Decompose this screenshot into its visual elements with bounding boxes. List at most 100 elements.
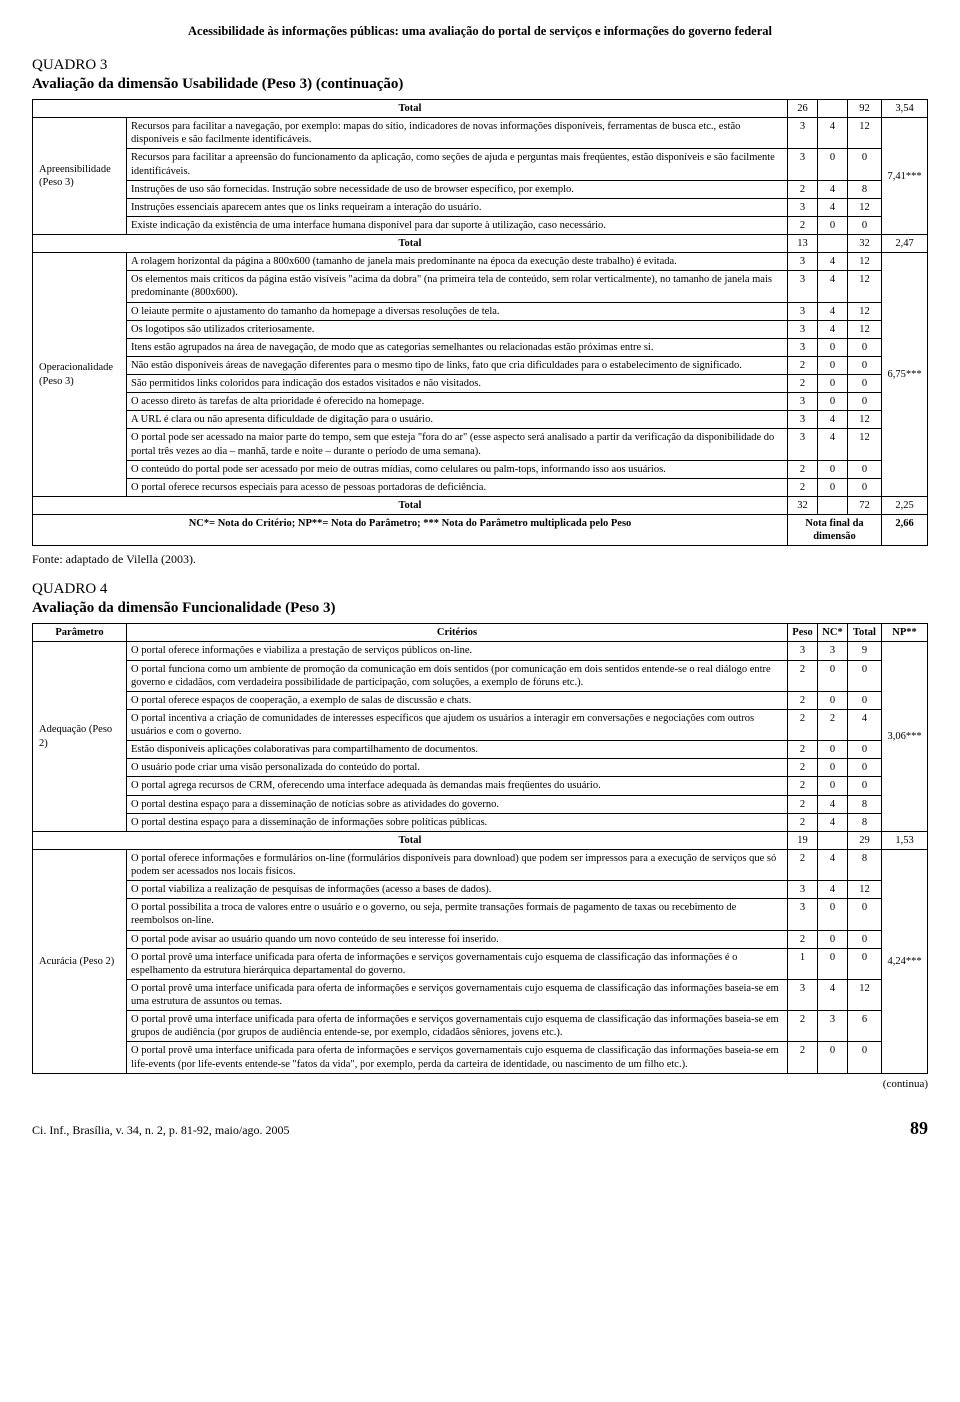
- criterion: São permitidos links coloridos para indi…: [127, 375, 788, 393]
- criterion: O portal pode ser acessado na maior part…: [127, 429, 788, 460]
- nc: 0: [818, 149, 848, 180]
- nc: 0: [818, 899, 848, 930]
- peso: 3: [788, 320, 818, 338]
- criterion: O conteúdo do portal pode ser acessado p…: [127, 460, 788, 478]
- table-row: O portal provê uma interface unificada p…: [33, 1011, 928, 1042]
- table-row: Não estão disponíveis áreas de navegação…: [33, 356, 928, 374]
- nc: 0: [818, 930, 848, 948]
- criterion: A URL é clara ou não apresenta dificulda…: [127, 411, 788, 429]
- table-row: Apreensibilidade (Peso 3) Recursos para …: [33, 118, 928, 149]
- nc: 4: [818, 429, 848, 460]
- total: 8: [848, 849, 882, 880]
- total: 12: [848, 253, 882, 271]
- peso: 3: [788, 149, 818, 180]
- table-row: Recursos para facilitar a apreensão do f…: [33, 149, 928, 180]
- table-row: Instruções essenciais aparecem antes que…: [33, 198, 928, 216]
- table-row: O portal possibilita a troca de valores …: [33, 899, 928, 930]
- footer: Ci. Inf., Brasília, v. 34, n. 2, p. 81-9…: [32, 1118, 928, 1139]
- criterion: Itens estão agrupados na área de navegaç…: [127, 338, 788, 356]
- total: 0: [848, 216, 882, 234]
- peso: 2: [788, 849, 818, 880]
- peso: 2: [788, 777, 818, 795]
- table-row: O portal viabiliza a realização de pesqu…: [33, 881, 928, 899]
- criterion: O leiaute permite o ajustamento do taman…: [127, 302, 788, 320]
- peso: 2: [788, 930, 818, 948]
- criterion: O portal destina espaço para a dissemina…: [127, 795, 788, 813]
- peso: 1: [788, 948, 818, 979]
- nc: 4: [818, 302, 848, 320]
- total-label: Total: [33, 831, 788, 849]
- criterion: Instruções de uso são fornecidas. Instru…: [127, 180, 788, 198]
- table-row: O conteúdo do portal pode ser acessado p…: [33, 460, 928, 478]
- nc: 4: [818, 198, 848, 216]
- total-np: 2,47: [882, 235, 928, 253]
- running-title: Acessibilidade às informações públicas: …: [32, 24, 928, 39]
- criterion: A rolagem horizontal da página a 800x600…: [127, 253, 788, 271]
- table-row: O usuário pode criar uma visão personali…: [33, 759, 928, 777]
- peso: 2: [788, 691, 818, 709]
- table-row: O acesso direto às tarefas de alta prior…: [33, 393, 928, 411]
- table-row: O portal provê uma interface unificada p…: [33, 1042, 928, 1073]
- total-label: Total: [33, 100, 788, 118]
- nc: 0: [818, 1042, 848, 1073]
- total: 4: [848, 709, 882, 740]
- peso: 2: [788, 660, 818, 691]
- nc: 4: [818, 795, 848, 813]
- total: 0: [848, 930, 882, 948]
- total-np: 2,25: [882, 496, 928, 514]
- quadro3-table: Total 26 92 3,54 Apreensibilidade (Peso …: [32, 99, 928, 546]
- criterion: Não estão disponíveis áreas de navegação…: [127, 356, 788, 374]
- total-peso: 19: [788, 831, 818, 849]
- nc: 0: [818, 393, 848, 411]
- total: 12: [848, 302, 882, 320]
- total: 6: [848, 1011, 882, 1042]
- header-total: Total: [848, 624, 882, 642]
- total: 0: [848, 356, 882, 374]
- total-peso: 32: [788, 496, 818, 514]
- table-header-row: Parâmetro Critérios Peso NC* Total NP**: [33, 624, 928, 642]
- nc: 4: [818, 320, 848, 338]
- criterion: O portal provê uma interface unificada p…: [127, 979, 788, 1010]
- nc: 0: [818, 660, 848, 691]
- peso: 2: [788, 741, 818, 759]
- nc: 0: [818, 478, 848, 496]
- total: 0: [848, 899, 882, 930]
- criterion: O portal oferece recursos especiais para…: [127, 478, 788, 496]
- total: 12: [848, 198, 882, 216]
- total-nc: [818, 496, 848, 514]
- peso: 3: [788, 979, 818, 1010]
- peso: 2: [788, 709, 818, 740]
- np: 3,06***: [882, 642, 928, 831]
- total: 0: [848, 777, 882, 795]
- criterion: O usuário pode criar uma visão personali…: [127, 759, 788, 777]
- total-total: 72: [848, 496, 882, 514]
- total: 12: [848, 271, 882, 302]
- table-row: O portal pode ser acessado na maior part…: [33, 429, 928, 460]
- total: 0: [848, 948, 882, 979]
- total-peso: 26: [788, 100, 818, 118]
- param-label: Operacionalidade (Peso 3): [33, 253, 127, 497]
- table-row: A URL é clara ou não apresenta dificulda…: [33, 411, 928, 429]
- total-np: 1,53: [882, 831, 928, 849]
- peso: 2: [788, 795, 818, 813]
- np: 4,24***: [882, 849, 928, 1073]
- table-row: Instruções de uso são fornecidas. Instru…: [33, 180, 928, 198]
- table-row: Total 19 29 1,53: [33, 831, 928, 849]
- criterion: O portal provê uma interface unificada p…: [127, 948, 788, 979]
- nc: 3: [818, 642, 848, 660]
- peso: 2: [788, 759, 818, 777]
- total: 8: [848, 180, 882, 198]
- table-row: O portal pode avisar ao usuário quando u…: [33, 930, 928, 948]
- criterion: Recursos para facilitar a navegação, por…: [127, 118, 788, 149]
- criterion: O portal destina espaço para a dissemina…: [127, 813, 788, 831]
- peso: 2: [788, 1042, 818, 1073]
- total: 12: [848, 320, 882, 338]
- nc: 4: [818, 813, 848, 831]
- page-number: 89: [910, 1118, 928, 1139]
- nc: 0: [818, 948, 848, 979]
- table-row: Total 32 72 2,25: [33, 496, 928, 514]
- criterion: O portal viabiliza a realização de pesqu…: [127, 881, 788, 899]
- total: 0: [848, 478, 882, 496]
- table-row: O portal oferece espaços de cooperação, …: [33, 691, 928, 709]
- total-total: 92: [848, 100, 882, 118]
